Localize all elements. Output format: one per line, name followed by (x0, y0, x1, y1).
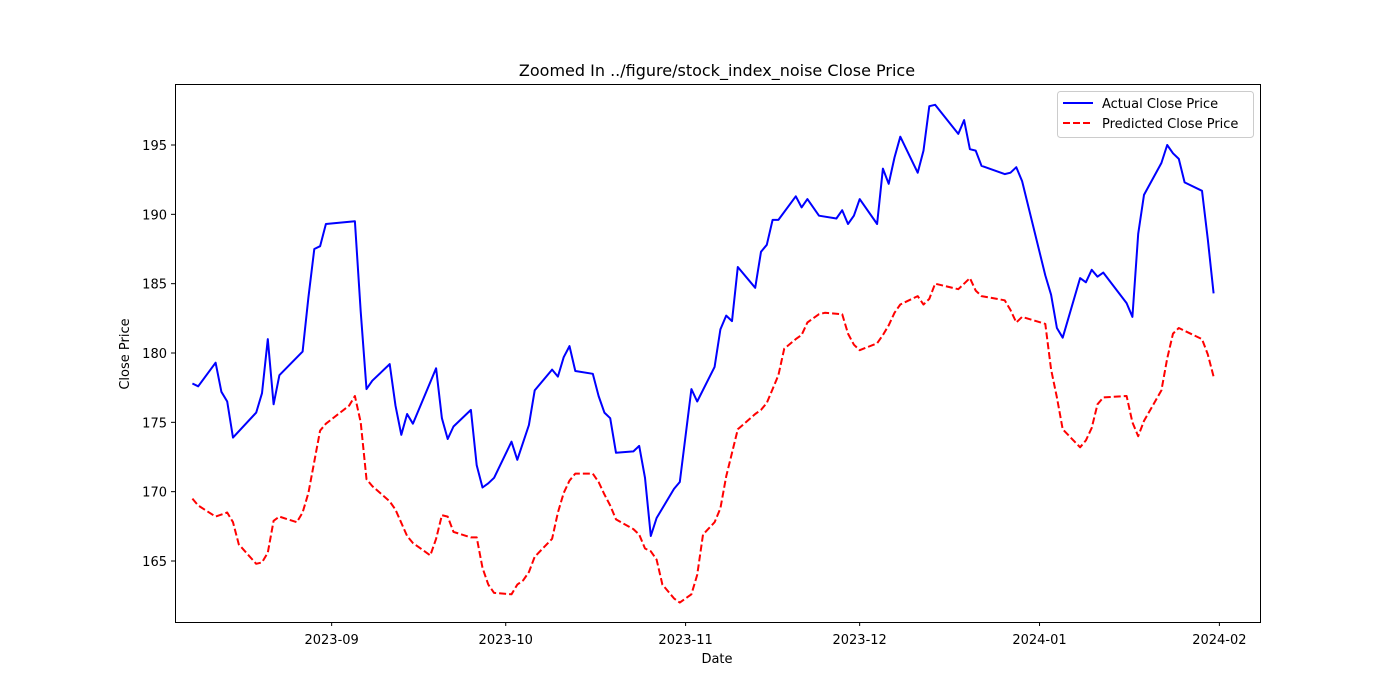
x-tick-label: 2024-02 (1192, 633, 1246, 648)
x-tick-label: 2023-12 (832, 633, 886, 648)
series-predicted-close-price-line (191, 277, 1215, 604)
x-tick-label: 2023-09 (304, 633, 358, 648)
x-axis: 2023-09 2023-10 2023-11 2023-12 2024-01 2024-… (304, 622, 1247, 648)
y-tick-label: 190 (142, 208, 167, 223)
chart-title: Zoomed In ../figure/stock_index_noise Cl… (519, 61, 915, 81)
y-tick-label: 185 (142, 278, 167, 293)
y-tick-label: 195 (142, 139, 167, 154)
plot-frame (175, 84, 1261, 623)
x-tick-label: 2024-01 (1012, 633, 1066, 648)
y-axis: 165 170 175 180 185 190 195 (142, 139, 175, 570)
x-tick-label: 2023-11 (658, 633, 712, 648)
legend-box (1057, 91, 1254, 138)
y-axis-label: Close Price (118, 318, 133, 389)
y-tick-label: 175 (142, 416, 167, 431)
legend: Actual Close Price Predicted Close Price (1057, 91, 1254, 138)
x-axis-label: Date (701, 652, 732, 667)
y-tick-label: 170 (142, 486, 167, 501)
y-tick-label: 165 (142, 555, 167, 570)
x-tick-label: 2023-10 (479, 633, 533, 648)
series-actual-close-price-line (191, 103, 1215, 537)
y-tick-label: 180 (142, 347, 167, 362)
legend-label-predicted: Predicted Close Price (1102, 117, 1238, 132)
legend-label-actual: Actual Close Price (1102, 97, 1218, 112)
